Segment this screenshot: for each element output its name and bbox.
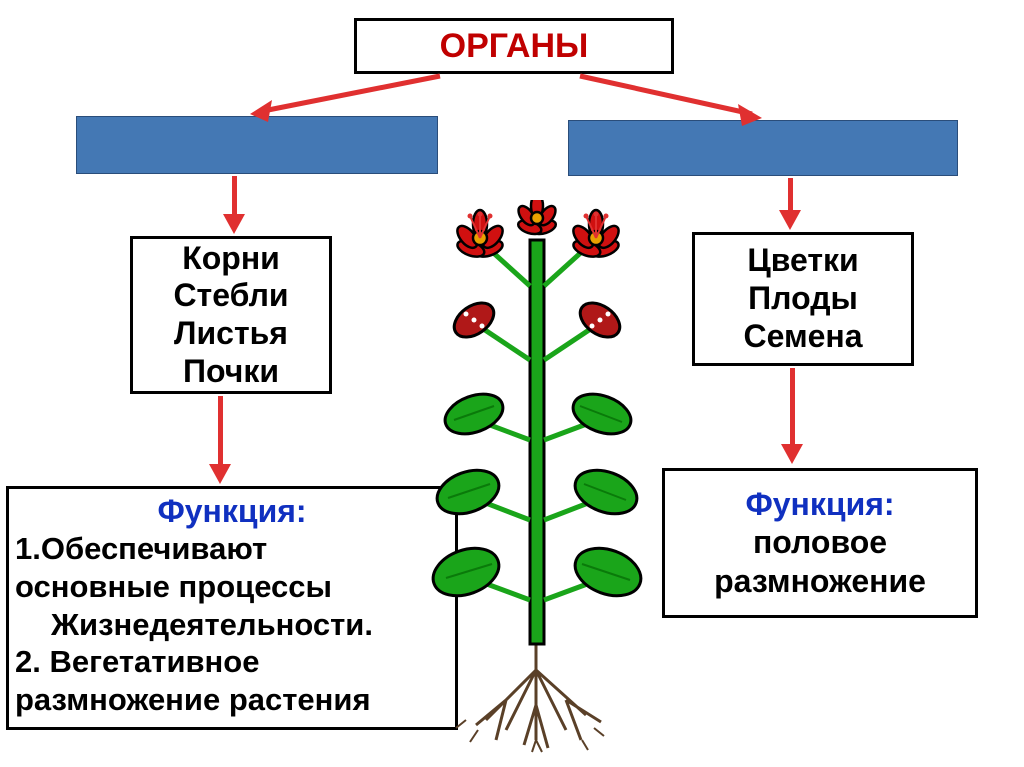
right-function-box: Функция: половое размножение	[662, 468, 978, 618]
right-list-item: Плоды	[748, 280, 858, 318]
left-function-box: Функция: 1.Обеспечивают основные процесс…	[6, 486, 458, 730]
left-func-line: основные процессы	[15, 568, 332, 606]
arrow-right-to-list	[788, 178, 793, 214]
right-list-item: Семена	[743, 318, 862, 356]
left-list-box: Корни Стебли Листья Почки	[130, 236, 332, 394]
arrow-head-1	[223, 214, 245, 234]
left-func-line: размножение растения	[15, 681, 371, 719]
plant-illustration	[406, 200, 686, 760]
right-func-line: половое	[753, 523, 887, 561]
left-list-item: Корни	[182, 240, 280, 278]
left-func-line: 2. Вегетативное	[15, 643, 259, 681]
title-text: ОРГАНЫ	[440, 27, 589, 66]
left-list-item: Стебли	[173, 277, 288, 315]
category-box-left	[76, 116, 438, 174]
arrow-head-3	[209, 464, 231, 484]
right-list-box: Цветки Плоды Семена	[692, 232, 914, 366]
arrow-head-4	[781, 444, 803, 464]
left-func-line: 1.Обеспечивают	[15, 530, 267, 568]
category-box-right	[568, 120, 958, 176]
left-list-item: Почки	[183, 353, 279, 391]
title-box: ОРГАНЫ	[354, 18, 674, 74]
right-list-item: Цветки	[747, 242, 858, 280]
function-label: Функция:	[745, 486, 894, 523]
right-func-line: размножение	[714, 562, 926, 600]
arrow-left-to-list	[232, 176, 237, 218]
arrow-leftlist-to-func	[218, 396, 223, 468]
left-func-line: Жизнедеятельности.	[15, 606, 373, 644]
function-label: Функция:	[157, 493, 306, 529]
arrow-rightlist-to-func	[790, 368, 795, 448]
arrow-head-2	[779, 210, 801, 230]
left-list-item: Листья	[174, 315, 288, 353]
